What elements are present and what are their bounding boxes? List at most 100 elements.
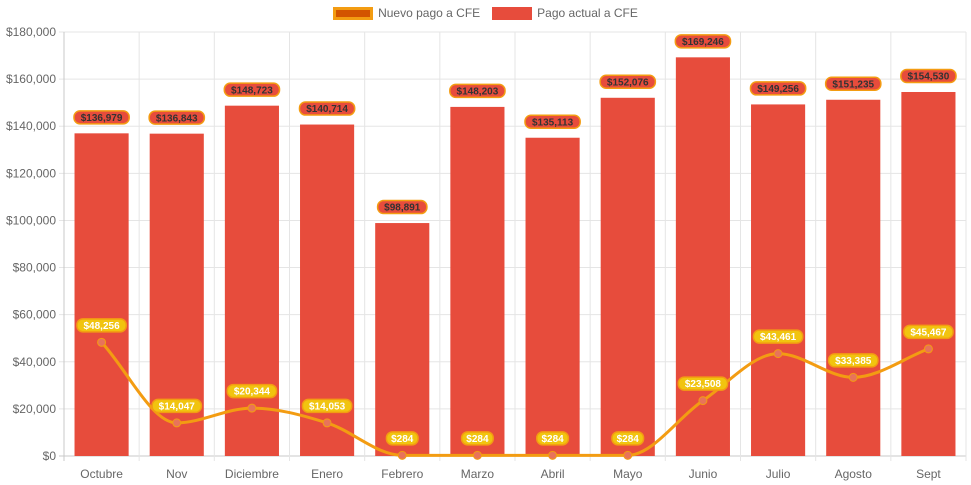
y-tick-label: $0 xyxy=(43,449,57,463)
bar xyxy=(74,133,129,456)
line-point xyxy=(322,418,332,428)
bar-data-label-bg xyxy=(148,110,206,125)
line-point xyxy=(172,418,182,428)
bar-data-label: $152,076 xyxy=(607,77,649,88)
line-data-label: $284 xyxy=(541,434,564,445)
axes: $0 $20,000 $40,000 $60,000 $80,000 $100,000 $1… xyxy=(6,25,941,481)
line-data-label: $23,508 xyxy=(685,379,722,390)
bar-data-label-bg xyxy=(298,101,356,116)
legend-item-nuevo-pago[interactable]: Nuevo pago a CFE xyxy=(333,6,480,20)
line-data-label-bg xyxy=(752,329,804,344)
y-tick-label: $20,000 xyxy=(13,402,57,416)
line-series xyxy=(97,337,933,460)
x-tick-label: Agosto xyxy=(835,467,873,481)
bar-data-label: $151,235 xyxy=(832,79,874,90)
bar-data-label: $140,714 xyxy=(306,104,348,115)
bar-data-label-bg xyxy=(599,74,657,90)
line-data-label: $43,461 xyxy=(760,332,797,343)
bar-data-label-bg xyxy=(749,81,807,96)
bar xyxy=(901,91,956,456)
legend: Nuevo pago a CFE Pago actual a CFE xyxy=(0,6,971,20)
y-tick-label: $160,000 xyxy=(6,72,56,86)
y-tick-label: $60,000 xyxy=(13,308,57,322)
bar-data-label: $135,113 xyxy=(532,117,574,128)
bar-data-label: $148,203 xyxy=(457,86,499,97)
y-tick-label: $80,000 xyxy=(13,261,57,275)
line-point xyxy=(472,450,482,460)
bar-data-label-bg xyxy=(674,34,732,49)
bar xyxy=(826,99,881,456)
line-data-label: $48,256 xyxy=(84,321,121,332)
line-data-label-bg xyxy=(301,398,353,414)
bar xyxy=(525,137,580,456)
line-data-label: $45,467 xyxy=(910,327,947,338)
bar-data-label: $136,843 xyxy=(156,113,198,124)
line-point xyxy=(773,349,783,359)
line-data-label-bg xyxy=(536,431,570,446)
line-point xyxy=(923,344,933,354)
bar-data-label: $149,256 xyxy=(757,84,799,95)
line-data-label-bg xyxy=(226,383,278,399)
line-data-label-bg xyxy=(76,318,127,333)
line-data-label-bg xyxy=(611,431,645,446)
line-data-label: $284 xyxy=(617,434,640,445)
y-tick-label: $140,000 xyxy=(6,119,56,133)
line-data-label: $284 xyxy=(466,434,489,445)
bar-data-label-bg xyxy=(73,110,130,125)
data-labels: $136,979 $136,843 $148,723 $140,714 $98,891 $… xyxy=(73,34,957,446)
line-data-label-bg xyxy=(151,398,203,414)
bar-data-label-bg xyxy=(376,199,428,215)
line-data-label-bg xyxy=(385,431,419,446)
x-tick-label: Febrero xyxy=(381,467,423,481)
bar-data-label: $136,979 xyxy=(81,113,123,124)
line-data-label: $14,047 xyxy=(159,402,196,413)
legend-label-nuevo-pago: Nuevo pago a CFE xyxy=(378,6,481,20)
line-point xyxy=(397,450,407,460)
line-data-label: $20,344 xyxy=(234,387,271,398)
legend-item-pago-actual[interactable]: Pago actual a CFE xyxy=(492,6,638,20)
bar-data-label-bg xyxy=(449,83,506,99)
bar xyxy=(375,223,430,456)
line-point xyxy=(848,372,858,382)
line-data-label-bg xyxy=(460,431,494,446)
grid xyxy=(59,31,967,461)
line-point xyxy=(97,337,107,347)
bar-data-label: $154,530 xyxy=(908,72,950,83)
x-tick-label: Marzo xyxy=(461,467,495,481)
y-tick-label: $100,000 xyxy=(6,213,56,227)
line-path xyxy=(100,341,929,457)
line-data-label: $14,053 xyxy=(309,401,346,412)
y-tick-label: $180,000 xyxy=(6,25,56,39)
x-tick-label: Octubre xyxy=(80,467,123,481)
line-data-label-bg xyxy=(677,376,729,391)
x-tick-label: Sept xyxy=(916,467,941,481)
bar-data-label-bg xyxy=(824,76,882,92)
x-tick-label: Enero xyxy=(311,467,343,481)
y-tick-label: $120,000 xyxy=(6,166,56,180)
x-tick-label: Nov xyxy=(166,467,187,481)
line-point xyxy=(623,450,633,460)
bar-data-label: $148,723 xyxy=(231,85,273,96)
bar xyxy=(600,97,655,456)
bar xyxy=(450,106,505,456)
line-data-label-bg xyxy=(903,324,954,340)
line-data-label: $33,385 xyxy=(835,356,872,367)
bar xyxy=(224,105,279,456)
bar-data-label-bg xyxy=(524,114,581,129)
y-tick-label: $40,000 xyxy=(13,355,57,369)
bar xyxy=(751,104,806,457)
bar-data-label: $169,246 xyxy=(682,37,724,48)
x-tick-label: Diciembre xyxy=(225,467,279,481)
bar-data-label: $98,891 xyxy=(384,203,421,214)
legend-swatch-pago-actual xyxy=(492,6,533,20)
line-data-label-bg xyxy=(827,353,879,368)
x-tick-label: Abril xyxy=(541,467,565,481)
line-point xyxy=(698,396,708,406)
line-point xyxy=(247,403,257,413)
legend-swatch-nuevo-pago xyxy=(333,6,374,20)
bar-data-label-bg xyxy=(223,82,281,97)
line-data-label: $284 xyxy=(391,434,414,445)
x-tick-label: Mayo xyxy=(613,467,643,481)
legend-label-pago-actual: Pago actual a CFE xyxy=(537,6,638,20)
